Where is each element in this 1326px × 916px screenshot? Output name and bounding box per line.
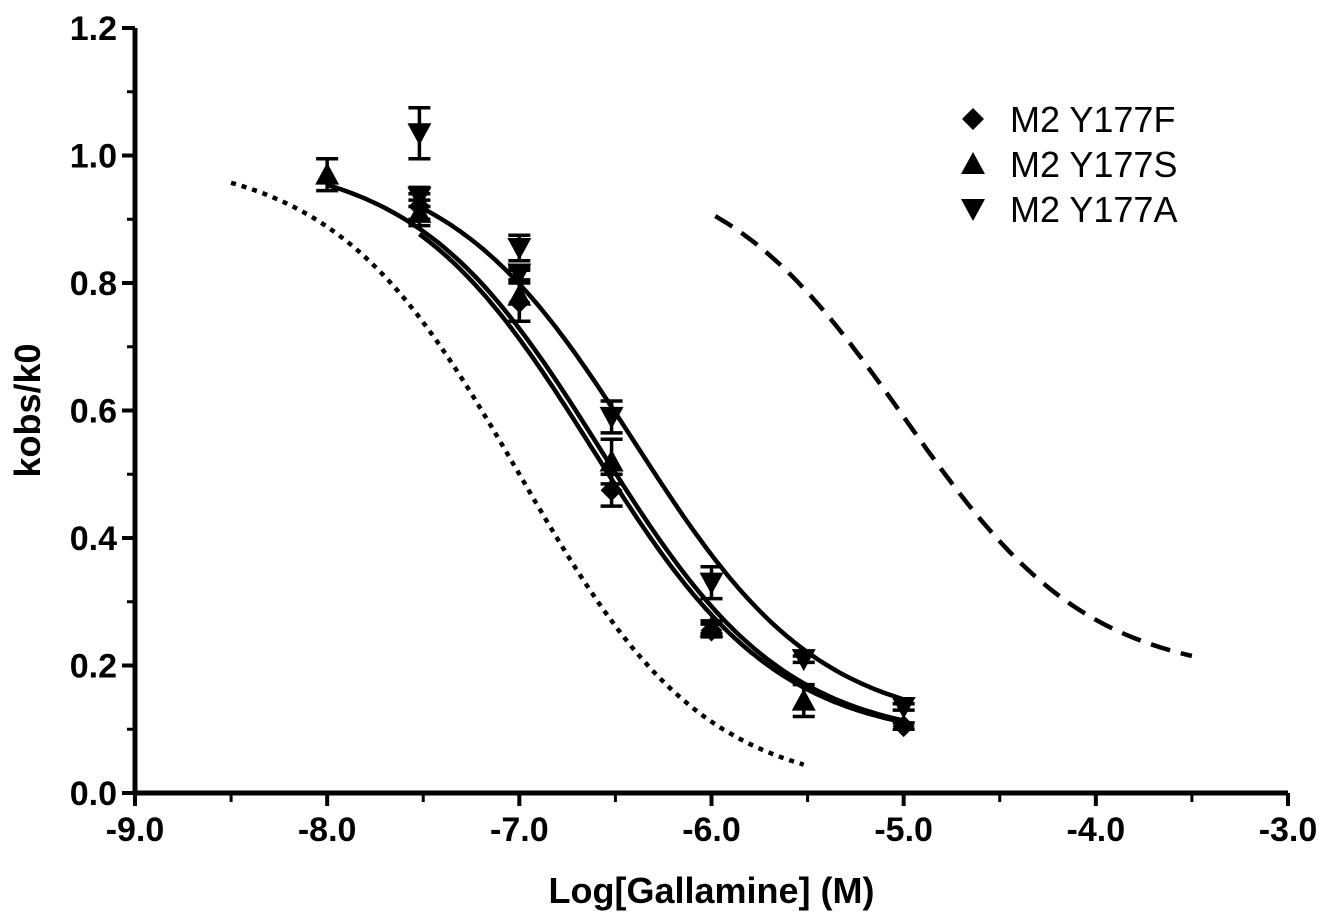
y-tick-label: 0.2 (70, 648, 117, 686)
data-point-m2-y177a (599, 406, 624, 429)
y-tick-label: 1.0 (70, 138, 117, 176)
data-point-m2-y177a (407, 186, 432, 209)
data-point-m2-y177a (407, 123, 432, 146)
data-point-m2-y177a (507, 263, 532, 286)
data-point-m2-y177s (699, 615, 724, 638)
y-tick-label: 0.0 (70, 775, 117, 813)
y-axis-title: kobs/k0 (7, 343, 48, 477)
fit-curve-m2-y177s (326, 182, 905, 723)
data-point-m2-y177s (791, 688, 816, 711)
data-point-m2-y177a (791, 649, 816, 672)
data-point-m2-y177f (892, 715, 915, 738)
data-points (315, 105, 916, 738)
y-tick-label: 0.4 (70, 520, 117, 558)
x-tick-label: -8.0 (298, 811, 357, 849)
fit-curves (230, 180, 1193, 767)
fit-curve-reference-dotted (230, 180, 805, 767)
y-tick-label: 0.6 (70, 393, 117, 431)
x-tick-label: -9.0 (106, 811, 165, 849)
y-tick-label: 0.8 (70, 265, 117, 303)
x-tick-label: -3.0 (1259, 811, 1318, 849)
fit-curve-m2-y177a (418, 204, 905, 702)
fit-curve-reference-dashed (714, 214, 1193, 659)
data-point-m2-y177a (507, 237, 532, 260)
legend-label: M2 Y177A (1010, 189, 1177, 230)
fit-curve-m2-y177f (418, 232, 905, 725)
y-ticks: 0.0 0.2 0.4 0.6 0.8 1.0 1.2 (70, 10, 135, 813)
data-point-m2-y177a (699, 572, 724, 595)
data-point-m2-y177s (407, 200, 432, 223)
data-point-m2-y177s (315, 162, 340, 185)
legend-marker-m2-y177s (961, 152, 985, 174)
x-axis-title: Log[Gallamine] (M) (549, 870, 875, 911)
legend-marker-m2-y177a (961, 199, 985, 221)
x-tick-label: -5.0 (874, 811, 933, 849)
y-tick-label: 1.2 (70, 10, 117, 48)
axes (132, 28, 1288, 796)
legend-marker-m2-y177f (962, 108, 984, 130)
data-point-m2-y177s (507, 283, 532, 306)
data-point-m2-y177s (599, 449, 624, 472)
legend-label: M2 Y177S (1010, 144, 1177, 185)
data-point-m2-y177a (891, 696, 916, 719)
x-tick-label: -4.0 (1067, 811, 1126, 849)
legend-label: M2 Y177F (1010, 99, 1175, 140)
x-tick-label: -6.0 (682, 811, 741, 849)
x-tick-label: -7.0 (490, 811, 549, 849)
x-ticks: -9.0 -8.0 -7.0 -6.0 -5.0 -4.0 -3.0 (106, 793, 1318, 849)
